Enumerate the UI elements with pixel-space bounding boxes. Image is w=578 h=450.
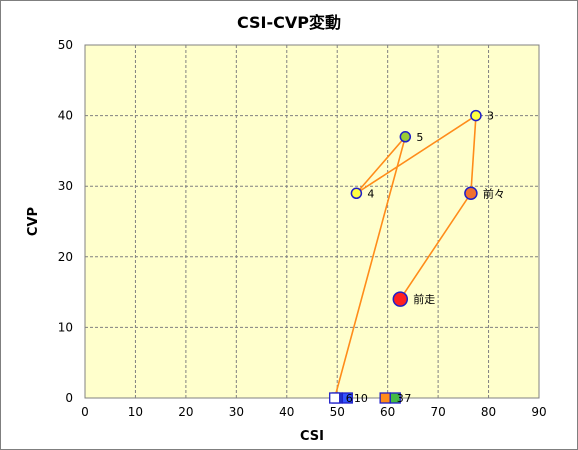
x-tick-label: 50 (330, 405, 345, 419)
x-tick-label: 0 (81, 405, 89, 419)
marker-4 (350, 187, 363, 200)
point-label-前々: 前々 (483, 186, 505, 200)
y-tick-label: 10 (58, 320, 73, 334)
y-tick-label: 0 (65, 391, 73, 405)
baseline-label-6: 6 (346, 392, 353, 405)
y-tick-label: 30 (58, 179, 73, 193)
x-tick-label: 60 (380, 405, 395, 419)
marker-8 (379, 392, 391, 404)
grid-lines (85, 45, 539, 398)
y-tick-label: 20 (58, 250, 73, 264)
x-tick-label: 70 (430, 405, 445, 419)
x-tick-label: 20 (178, 405, 193, 419)
x-tick-label: 40 (279, 405, 294, 419)
marker-5 (399, 131, 412, 143)
tick-labels: 0 10 20 30 40 50 60 70 80 90 0 10 20 30 40 50 (58, 38, 547, 419)
y-tick-label: 50 (58, 38, 73, 52)
x-tick-label: 30 (229, 405, 244, 419)
baseline-label-10: 10 (354, 392, 368, 405)
marker-前走 (392, 291, 409, 307)
series-path (333, 114, 477, 399)
baseline-label-3: 3 (397, 392, 404, 405)
point-label-4: 4 (367, 187, 374, 200)
x-axis-label: CSI (300, 429, 324, 444)
baseline-label-7: 7 (404, 392, 411, 405)
point-label-3: 3 (487, 110, 494, 123)
marker-3 (470, 109, 482, 122)
x-tick-label: 90 (531, 405, 546, 419)
x-tick-label: 80 (481, 405, 496, 419)
marker-6 (329, 392, 341, 404)
chart-title: CSI-CVP変動 (237, 13, 341, 32)
markers (329, 109, 482, 404)
y-axis-label: CVP (26, 207, 41, 236)
point-label-5: 5 (416, 131, 423, 144)
x-tick-label: 10 (128, 405, 143, 419)
plot-area (84, 44, 540, 399)
y-tick-label: 40 (58, 109, 73, 123)
point-label-前走: 前走 (413, 292, 435, 306)
series-line (333, 114, 477, 399)
marker-前々 (464, 186, 478, 201)
